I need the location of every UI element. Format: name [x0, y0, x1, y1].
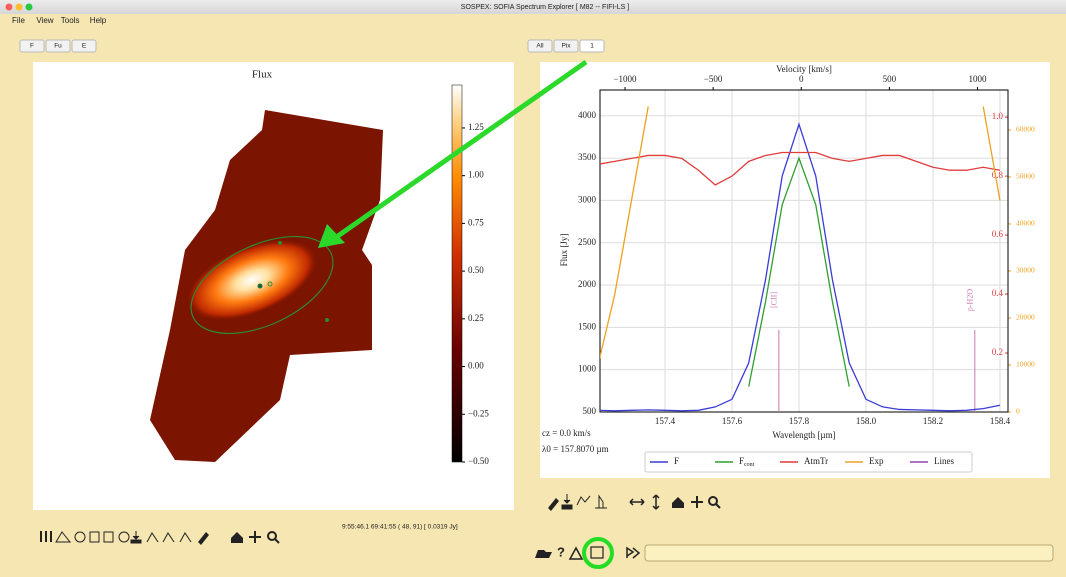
y-tick-label: 500 — [583, 406, 597, 416]
right-tabs: All Pix 1 — [528, 40, 604, 52]
annotation: λ0 = 157.8070 µm — [542, 444, 609, 454]
status-readout: 9:55:46.1 69:41:55 ( 48, 91) [ 0.0319 Jy… — [342, 524, 458, 531]
y2-tick-label: 0.4 — [992, 288, 1004, 298]
close-button[interactable] — [6, 4, 13, 11]
y2-tick-label: 0.6 — [992, 229, 1004, 239]
legend-name: AtmTr — [804, 456, 828, 466]
aperture-handle[interactable] — [325, 318, 329, 322]
spectral-line-label: [CII] — [770, 292, 779, 308]
y-tick-label: 2500 — [578, 237, 597, 247]
top-tick-label: −1000 — [613, 74, 637, 84]
colorbar-tick-label: 1.25 — [468, 122, 484, 132]
x-tick-label: 157.6 — [722, 416, 743, 426]
legend-name: Lines — [934, 456, 954, 466]
y3-tick-label: 10000 — [1016, 360, 1035, 369]
x-tick-label: 158.0 — [856, 416, 877, 426]
left-tabs: F Fu E — [20, 40, 96, 52]
y2-tick-label: 0.2 — [992, 347, 1003, 357]
tab-label: Pix — [561, 43, 571, 50]
y3-tick-label: 0 — [1016, 407, 1020, 416]
y-tick-label: 2000 — [578, 279, 597, 289]
tab-label: 1 — [590, 43, 594, 50]
legend-label: Lines — [934, 456, 954, 466]
aperture-center[interactable] — [258, 284, 263, 289]
spectrum-toolbar[interactable] — [548, 494, 720, 511]
app-window: SOSPEX: SOFIA Spectrum Explorer [ M82 --… — [0, 0, 1066, 577]
y-tick-label: 3000 — [578, 194, 597, 204]
tab-label: All — [536, 43, 544, 50]
y-tick-label: 3500 — [578, 152, 597, 162]
y-axis-label: Flux [Jy] — [559, 234, 569, 267]
legend-label: AtmTr — [804, 456, 828, 466]
x-tick-label: 157.8 — [789, 416, 810, 426]
legend-name: F — [674, 456, 679, 466]
image-title: Flux — [252, 69, 273, 81]
top-tick-label: 1000 — [969, 74, 988, 84]
menu-item[interactable]: Help — [90, 16, 107, 25]
tab-label: E — [82, 43, 87, 50]
colorbar-tick-label: 0.50 — [468, 265, 484, 275]
y-tick-label: 1500 — [578, 321, 597, 331]
x-tick-label: 157.4 — [655, 416, 676, 426]
annotation: cz = 0.0 km/s — [542, 428, 591, 438]
top-axis-label: Velocity [km/s] — [776, 64, 832, 74]
y3-tick-label: 50000 — [1016, 172, 1035, 181]
colorbar-tick-label: −0.50 — [468, 456, 489, 466]
y3-tick-label: 60000 — [1016, 125, 1035, 134]
y-tick-label: 1000 — [578, 364, 597, 374]
aperture-handle[interactable] — [278, 241, 282, 245]
tab-label: F — [30, 43, 34, 50]
x-axis-label: Wavelength [µm] — [772, 430, 835, 440]
menu-background — [0, 14, 1066, 27]
menu-item[interactable]: View — [36, 16, 53, 25]
colorbar-tick-label: 0.00 — [468, 361, 484, 371]
minimize-button[interactable] — [16, 4, 23, 11]
y-tick-label: 4000 — [578, 110, 597, 120]
image-toolbar[interactable] — [40, 531, 279, 545]
tab-label: Fu — [54, 43, 62, 50]
colorbar-tick-label: −0.25 — [468, 408, 489, 418]
y3-tick-label: 20000 — [1016, 313, 1035, 322]
colorbar-tick-label: 0.25 — [468, 313, 484, 323]
highlight-circle — [584, 539, 612, 567]
zoom-button[interactable] — [26, 4, 33, 11]
top-tick-label: 500 — [883, 74, 897, 84]
colorbar-tick-label: 0.75 — [468, 217, 484, 227]
y3-tick-label: 40000 — [1016, 219, 1035, 228]
legend-subscript: cont — [744, 462, 755, 468]
y2-tick-label: 0.8 — [992, 170, 1004, 180]
top-tick-label: −500 — [704, 74, 723, 84]
colorbar-tick-label: 1.00 — [468, 170, 484, 180]
menu-item[interactable]: Tools — [61, 16, 80, 25]
menu-bar: File View Tools Help — [0, 14, 1066, 27]
top-tick-label: 0 — [799, 74, 804, 84]
y2-tick-label: 1.0 — [992, 111, 1004, 121]
legend-label: F — [674, 456, 679, 466]
x-tick-label: 158.2 — [923, 416, 943, 426]
colorbar — [452, 85, 462, 462]
x-tick-label: 158.4 — [990, 416, 1011, 426]
spectral-line-label: p-H2O — [966, 289, 975, 311]
window-title: SOSPEX: SOFIA Spectrum Explorer [ M82 --… — [461, 4, 629, 11]
legend-name: Exp — [869, 456, 884, 466]
help-button[interactable]: ? — [557, 544, 565, 559]
y3-tick-label: 30000 — [1016, 266, 1035, 275]
menu-item[interactable]: File — [12, 16, 25, 25]
legend-label: Exp — [869, 456, 884, 466]
command-input[interactable] — [645, 545, 1053, 561]
